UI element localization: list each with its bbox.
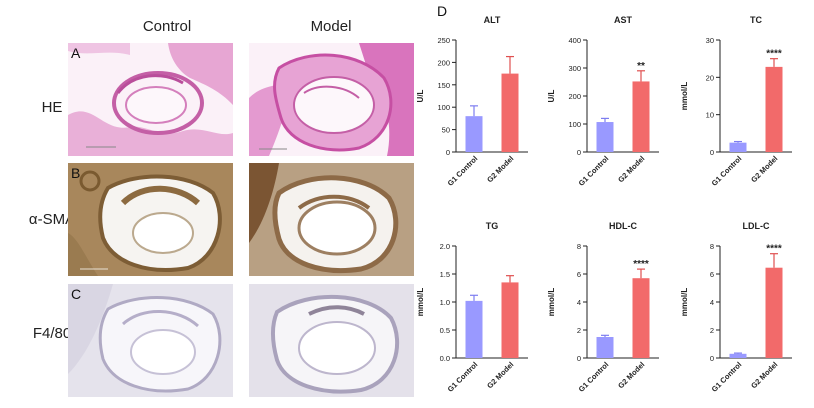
y-tick-label-hdl-c: 2 <box>577 326 581 335</box>
category-label-tc: G2 Model <box>749 154 779 184</box>
bar-hdl-c-model <box>632 278 650 358</box>
y-tick-label-tc: 10 <box>706 111 714 120</box>
category-label-hdl-c: G1 Control <box>577 360 611 394</box>
y-tick-label-alt: 50 <box>442 126 450 135</box>
bar-ldl-c-model <box>765 267 783 358</box>
chart-title-ast: AST <box>614 15 633 25</box>
y-tick-label-tg: 1.0 <box>440 298 450 307</box>
significance-marker-tc: **** <box>766 49 782 60</box>
category-label-alt: G2 Model <box>485 154 515 184</box>
chart-title-ldl-c: LDL-C <box>743 221 770 231</box>
bar-hdl-c-control <box>596 337 614 358</box>
asma-model-image <box>249 163 414 276</box>
chart-title-alt: ALT <box>484 15 501 25</box>
panel-letter-a: A <box>71 45 81 61</box>
f480-model-image <box>249 284 414 397</box>
y-axis-label-tg: mmol/L <box>416 288 425 317</box>
chart-title-hdl-c: HDL-C <box>609 221 637 231</box>
y-tick-label-hdl-c: 4 <box>577 298 581 307</box>
y-tick-label-ast: 200 <box>568 92 581 101</box>
y-tick-label-alt: 150 <box>437 81 450 90</box>
chart-title-tc: TC <box>750 15 762 25</box>
category-label-ldl-c: G2 Model <box>749 360 779 390</box>
y-tick-label-tc: 0 <box>710 148 714 157</box>
bar-ast-model <box>632 81 650 152</box>
bar-ast-control <box>596 122 614 152</box>
panel-letter-b: B <box>71 165 81 181</box>
category-label-alt: G1 Control <box>446 154 480 188</box>
y-tick-label-ldl-c: 2 <box>710 326 714 335</box>
row-label-asma: α-SMA <box>28 211 76 228</box>
category-label-tc: G1 Control <box>710 154 744 188</box>
significance-marker-ast: ** <box>637 61 645 72</box>
panel-letter-c: C <box>71 286 82 302</box>
y-tick-label-ldl-c: 4 <box>710 298 714 307</box>
y-tick-label-ast: 400 <box>568 36 581 45</box>
category-label-tg: G1 Control <box>446 360 480 394</box>
y-tick-label-tc: 30 <box>706 36 714 45</box>
y-tick-label-tg: 1.5 <box>440 270 450 279</box>
chart-title-tg: TG <box>486 221 499 231</box>
y-tick-label-tc: 20 <box>706 73 714 82</box>
he-model-image <box>249 43 414 156</box>
category-label-hdl-c: G2 Model <box>616 360 646 390</box>
y-tick-label-alt: 200 <box>437 58 450 67</box>
significance-marker-ldl-c: **** <box>766 244 782 255</box>
row-label-f480: F4/80 <box>32 325 72 342</box>
panel-letter-d: D <box>437 3 448 19</box>
category-label-ldl-c: G1 Control <box>710 360 744 394</box>
y-tick-label-alt: 250 <box>437 36 450 45</box>
category-label-ast: G1 Control <box>577 154 611 188</box>
y-tick-label-ldl-c: 0 <box>710 354 714 363</box>
column-header-model: Model <box>310 18 352 35</box>
bar-tc-control <box>729 142 747 152</box>
y-axis-label-tc: mmol/L <box>680 82 689 111</box>
bar-tg-model <box>501 282 519 358</box>
f480-control-image: C <box>68 284 233 397</box>
bar-alt-control <box>465 116 483 152</box>
y-tick-label-tg: 0.0 <box>440 354 450 363</box>
y-tick-label-alt: 0 <box>446 148 450 157</box>
y-tick-label-hdl-c: 8 <box>577 242 581 251</box>
y-tick-label-hdl-c: 6 <box>577 270 581 279</box>
y-axis-label-alt: U/L <box>416 89 425 102</box>
y-tick-label-hdl-c: 0 <box>577 354 581 363</box>
y-axis-label-hdl-c: mmol/L <box>547 288 556 317</box>
bar-alt-model <box>501 73 519 152</box>
category-label-tg: G2 Model <box>485 360 515 390</box>
significance-marker-hdl-c: **** <box>633 259 649 270</box>
column-header-control: Control <box>142 18 192 35</box>
y-tick-label-ast: 300 <box>568 64 581 73</box>
bar-ldl-c-control <box>729 353 747 358</box>
y-tick-label-tg: 0.5 <box>440 326 450 335</box>
y-tick-label-ast: 0 <box>577 148 581 157</box>
y-tick-label-ldl-c: 6 <box>710 270 714 279</box>
bar-tc-model <box>765 66 783 152</box>
he-control-image: A <box>68 43 233 156</box>
y-tick-label-ldl-c: 8 <box>710 242 714 251</box>
y-tick-label-alt: 100 <box>437 103 450 112</box>
y-tick-label-tg: 2.0 <box>440 242 450 251</box>
y-axis-label-ldl-c: mmol/L <box>680 288 689 317</box>
category-label-ast: G2 Model <box>616 154 646 184</box>
asma-control-image: B <box>68 163 233 276</box>
y-axis-label-ast: U/L <box>547 89 556 102</box>
y-tick-label-ast: 100 <box>568 120 581 129</box>
bar-tg-control <box>465 300 483 358</box>
row-label-he: HE <box>41 99 63 116</box>
